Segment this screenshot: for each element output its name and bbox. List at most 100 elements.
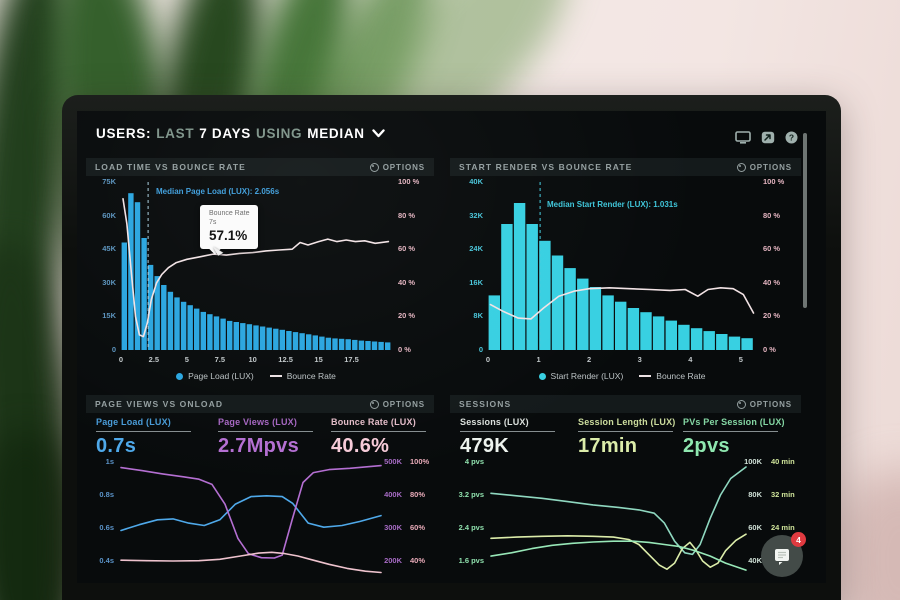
- histogram-bar[interactable]: [385, 342, 391, 350]
- histogram-bar[interactable]: [154, 276, 160, 350]
- histogram-bar[interactable]: [577, 278, 589, 350]
- histogram-bar[interactable]: [312, 335, 318, 350]
- histogram-bar[interactable]: [338, 338, 345, 350]
- histogram-bar[interactable]: [292, 332, 299, 350]
- histogram-bar[interactable]: [200, 311, 206, 350]
- histogram-bar[interactable]: [233, 322, 239, 350]
- page-views-chart[interactable]: [120, 462, 382, 583]
- histogram-bar[interactable]: [246, 324, 253, 350]
- histogram-bar[interactable]: [488, 295, 500, 350]
- load-time-chart[interactable]: [121, 182, 391, 350]
- histogram-bar[interactable]: [134, 202, 141, 350]
- histogram-bar[interactable]: [174, 297, 180, 350]
- y-axis-tick-label: 300K: [384, 523, 402, 532]
- bounce-rate-line[interactable]: [489, 287, 755, 320]
- y-axis-tick-label: 1s: [105, 457, 114, 466]
- histogram-bar[interactable]: [141, 238, 147, 350]
- histogram-bar[interactable]: [161, 285, 167, 350]
- histogram-bar[interactable]: [121, 242, 127, 351]
- tooltip-series: Bounce Rate: [209, 210, 250, 217]
- chat-widget-button[interactable]: 4: [761, 532, 806, 577]
- histogram-bar[interactable]: [213, 316, 220, 350]
- histogram-bar[interactable]: [589, 287, 602, 350]
- histogram-bar[interactable]: [358, 340, 365, 350]
- histogram-bar[interactable]: [741, 338, 753, 350]
- legend-item[interactable]: Bounce Rate: [639, 371, 705, 381]
- series-line[interactable]: [120, 551, 382, 574]
- histogram-bar[interactable]: [325, 337, 332, 350]
- histogram-bar[interactable]: [378, 341, 384, 350]
- histogram-bar[interactable]: [180, 301, 187, 350]
- histogram-bar[interactable]: [286, 331, 292, 350]
- histogram-bar[interactable]: [207, 314, 213, 350]
- histogram-bar[interactable]: [371, 341, 378, 351]
- histogram-bar[interactable]: [703, 331, 715, 350]
- histogram-bar[interactable]: [279, 329, 285, 350]
- histogram-bar[interactable]: [240, 323, 246, 350]
- series-line[interactable]: [490, 466, 747, 556]
- histogram-bar[interactable]: [551, 255, 564, 351]
- histogram-bar[interactable]: [187, 305, 193, 350]
- histogram-bar[interactable]: [273, 328, 279, 350]
- legend-item[interactable]: Start Render (LUX): [538, 371, 623, 381]
- scrollbar-thumb[interactable]: [803, 133, 807, 308]
- series-line[interactable]: [490, 540, 747, 571]
- histogram-bar[interactable]: [690, 328, 703, 350]
- histogram-bar[interactable]: [227, 320, 233, 350]
- options-button[interactable]: OPTIONS: [736, 399, 792, 409]
- series-line[interactable]: [490, 533, 747, 570]
- histogram-bar[interactable]: [526, 224, 538, 350]
- histogram-bar[interactable]: [345, 339, 351, 350]
- histogram-bar[interactable]: [501, 224, 513, 350]
- x-axis-tick-label: 0: [485, 355, 491, 364]
- histogram-bar[interactable]: [678, 324, 690, 350]
- options-button[interactable]: OPTIONS: [369, 399, 425, 409]
- sessions-chart[interactable]: [490, 462, 747, 583]
- histogram-bar[interactable]: [220, 318, 226, 350]
- histogram-bar[interactable]: [513, 203, 526, 350]
- histogram-bar[interactable]: [539, 240, 551, 350]
- histogram-bar[interactable]: [365, 341, 371, 350]
- bounce-rate-tooltip: Bounce Rate 7s 57.1%: [200, 205, 259, 255]
- metric-value: 17min: [578, 435, 638, 457]
- metric-label: Page Views (LUX): [218, 417, 298, 427]
- histogram-bar[interactable]: [306, 334, 312, 350]
- series-line[interactable]: [120, 464, 382, 559]
- help-icon[interactable]: ?: [785, 131, 798, 149]
- histogram-bar[interactable]: [615, 301, 627, 350]
- legend-item[interactable]: Page Load (LUX): [176, 371, 254, 381]
- export-icon[interactable]: [761, 131, 775, 149]
- histogram-bar[interactable]: [716, 334, 728, 350]
- y-axis-tick-label: 45K: [102, 244, 116, 254]
- options-button[interactable]: OPTIONS: [736, 162, 792, 172]
- histogram-bar[interactable]: [627, 308, 640, 350]
- histogram-bar[interactable]: [640, 312, 652, 350]
- histogram-bar[interactable]: [728, 336, 741, 350]
- histogram-bar[interactable]: [253, 325, 259, 350]
- dashboard-title-dropdown[interactable]: USERS: LAST 7 DAYS USING MEDIAN: [96, 126, 385, 141]
- histogram-bar[interactable]: [259, 326, 266, 351]
- histogram-bar[interactable]: [299, 333, 305, 350]
- x-axis-tick-label: 5: [738, 355, 743, 364]
- histogram-bar[interactable]: [652, 316, 665, 350]
- histogram-bar[interactable]: [194, 308, 200, 350]
- histogram-bar[interactable]: [665, 320, 677, 350]
- series-line[interactable]: [120, 494, 382, 532]
- display-icon[interactable]: [735, 131, 751, 149]
- histogram-bar[interactable]: [564, 268, 576, 350]
- histogram-bar[interactable]: [332, 338, 338, 350]
- histogram-bar[interactable]: [352, 339, 358, 350]
- histogram-bar[interactable]: [602, 295, 614, 350]
- metric-underline: [578, 431, 673, 432]
- histogram-bar[interactable]: [266, 327, 272, 350]
- histogram-bar[interactable]: [319, 336, 325, 350]
- legend-item[interactable]: Bounce Rate: [269, 371, 336, 381]
- histogram-bar[interactable]: [167, 291, 174, 350]
- options-button[interactable]: OPTIONS: [369, 162, 425, 172]
- start-render-chart[interactable]: [488, 182, 756, 350]
- panel-title: PAGE VIEWS VS ONLOAD: [95, 399, 224, 409]
- legend-label: Page Load (LUX): [188, 371, 254, 381]
- y-axis-tick-label: 60K: [102, 210, 116, 220]
- bounce-rate-line[interactable]: [122, 197, 390, 338]
- title-segment: USING: [256, 126, 303, 141]
